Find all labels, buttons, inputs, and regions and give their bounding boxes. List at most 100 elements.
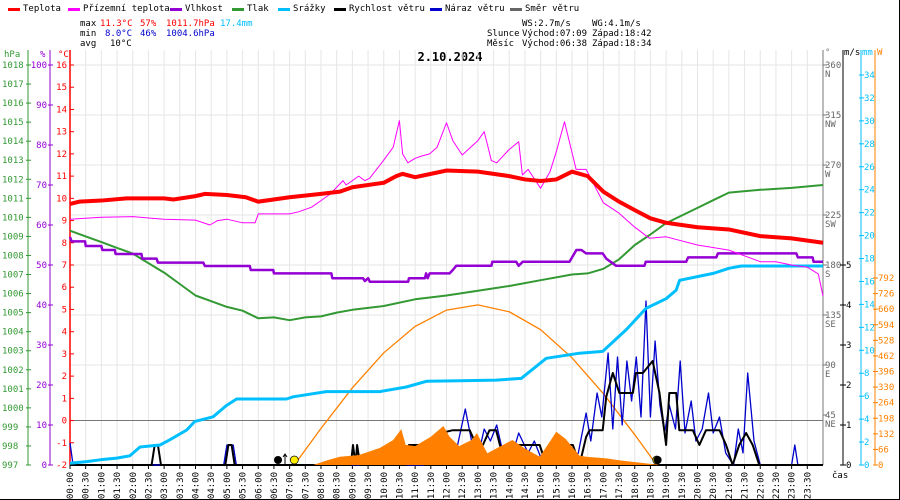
mm-axis-unit: mm <box>862 48 873 58</box>
direction-tick-label: N <box>825 70 830 80</box>
percent-tick-label: 90 <box>36 101 47 111</box>
celsius-tick-label: 7 <box>62 261 67 271</box>
min-temp: 8.0°C <box>105 29 133 39</box>
legend-item-teplota: Teplota <box>8 4 61 14</box>
watt-tick-label: 594 <box>878 321 894 331</box>
celsius-axis-unit: °C <box>58 50 69 60</box>
watt-tick-label: 528 <box>878 336 894 346</box>
x-tick-label: 11:00 <box>411 472 421 499</box>
percent-tick-label: 60 <box>36 221 47 231</box>
solar-radiation-area <box>313 426 660 465</box>
legend-label: Rychlost větru <box>349 4 425 14</box>
x-tick-label: 21:30 <box>741 472 751 499</box>
celsius-tick-label: 9 <box>62 217 67 227</box>
max-humidity: 57% <box>140 19 157 29</box>
hpa-tick-label: 1008 <box>2 251 24 261</box>
min-humidity: 46% <box>140 29 157 39</box>
celsius-tick-label: 14 <box>56 105 67 115</box>
x-tick-label: 07:00 <box>286 472 296 499</box>
hpa-tick-label: 1001 <box>2 385 24 395</box>
mm-tick-label: 8 <box>864 369 869 379</box>
moonrise-icon <box>274 456 283 464</box>
direction-tick-label: W <box>825 170 831 180</box>
ms-tick-label: 0 <box>846 461 851 471</box>
hpa-tick-label: 1009 <box>2 232 24 242</box>
degrees-tick-label: 315 <box>825 111 841 121</box>
x-tick-label: 02:00 <box>129 472 139 499</box>
celsius-tick-label: 6 <box>62 283 67 293</box>
x-tick-label: 16:00 <box>568 472 578 499</box>
legend-label: Směr větru <box>525 4 580 14</box>
mm-tick-label: 24 <box>864 186 875 196</box>
x-tick-label: 09:30 <box>364 472 374 499</box>
legend-swatch <box>232 7 244 11</box>
x-tick-label: 10:00 <box>380 472 390 499</box>
legend-swatch <box>68 7 80 11</box>
legend-item-smer-vetru: Směr větru <box>510 4 579 14</box>
percent-tick-label: 40 <box>36 301 47 311</box>
ms-tick-label: 3 <box>846 341 851 351</box>
hpa-tick-label: 1000 <box>2 404 24 414</box>
percent-tick-label: 30 <box>36 341 47 351</box>
max-wind-gust: WG:4.1m/s <box>592 19 641 29</box>
watt-tick-label: 792 <box>878 274 894 284</box>
watt-tick-label: 462 <box>878 352 894 362</box>
moonset: Západ:18:34 <box>592 39 652 49</box>
rise-arrow-icon <box>282 453 288 464</box>
x-tick-label: 22:00 <box>756 472 766 499</box>
ms-tick-label: 2 <box>846 381 851 391</box>
mm-tick-label: 30 <box>864 117 875 127</box>
mm-tick-label: 14 <box>864 300 875 310</box>
x-tick-label: 05:30 <box>239 472 249 499</box>
percent-tick-label: 50 <box>36 261 47 271</box>
watt-tick-label: 660 <box>878 305 894 315</box>
total-rain: 17.4mm <box>220 19 253 29</box>
x-tick-label: 15:00 <box>537 472 547 499</box>
sunrise: Východ:07:09 <box>522 29 588 39</box>
ms-axis-unit: m/s <box>844 48 860 58</box>
x-tick-label: 03:30 <box>176 472 186 499</box>
mm-tick-label: 20 <box>864 232 875 242</box>
mm-tick-label: 0 <box>864 461 869 471</box>
direction-tick-label: S <box>825 270 830 280</box>
x-tick-label: 00:00 <box>66 472 76 499</box>
legend-item-srazky: Srážky <box>278 4 326 14</box>
x-tick-label: 23:00 <box>788 472 798 499</box>
x-tick-label: 12:00 <box>443 472 453 499</box>
ms-tick-label: 5 <box>846 261 851 271</box>
watt-tick-label: 264 <box>878 399 894 409</box>
x-tick-label: 04:30 <box>207 472 217 499</box>
x-tick-label: 00:30 <box>82 472 92 499</box>
legend-label: Srážky <box>293 4 326 14</box>
percent-tick-label: 80 <box>36 141 47 151</box>
max-wind-speed: WS:2.7m/s <box>522 19 571 29</box>
hpa-tick-label: 1012 <box>2 175 24 185</box>
mm-tick-label: 34 <box>864 71 875 81</box>
x-tick-label: 19:00 <box>662 472 672 499</box>
x-tick-label: 22:30 <box>772 472 782 499</box>
celsius-tick-label: 12 <box>56 150 67 160</box>
legend-swatch <box>430 7 442 11</box>
mm-tick-label: 16 <box>864 277 875 287</box>
x-tick-label: 12:30 <box>458 472 468 499</box>
legend-label: Tlak <box>247 4 269 14</box>
legend-item-vlhkost: Vlhkost <box>170 4 223 14</box>
x-tick-label: 20:30 <box>709 472 719 499</box>
x-tick-label: 23:30 <box>803 472 813 499</box>
mm-tick-label: 2 <box>864 438 869 448</box>
watt-tick-label: 198 <box>878 414 894 424</box>
direction-tick-label: NW <box>825 120 836 130</box>
legend-item-naraz-vetru: Náraz větru <box>430 4 505 14</box>
min-pressure: 1004.6hPa <box>166 29 215 39</box>
degrees-tick-label: 135 <box>825 311 841 321</box>
degrees-tick-label: 45 <box>825 411 836 421</box>
hpa-tick-label: 1010 <box>2 213 24 223</box>
celsius-tick-label: 2 <box>62 372 67 382</box>
series-line-náraz-větru <box>69 300 823 466</box>
hpa-tick-label: 999 <box>2 423 18 433</box>
x-tick-label: 19:30 <box>678 472 688 499</box>
hpa-tick-label: 1005 <box>2 309 24 319</box>
celsius-tick-label: 8 <box>62 239 67 249</box>
mm-tick-label: 32 <box>864 94 875 104</box>
